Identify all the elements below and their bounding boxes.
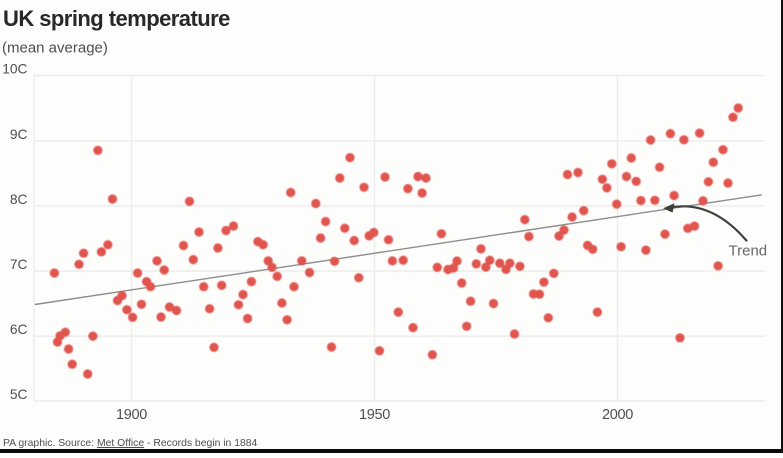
svg-text:UK spring temperature: UK spring temperature <box>3 6 230 31</box>
svg-text:8C: 8C <box>10 192 28 207</box>
svg-text:(mean average): (mean average) <box>2 40 108 57</box>
svg-text:1950: 1950 <box>359 407 390 423</box>
svg-text:9C: 9C <box>10 127 28 142</box>
svg-text:Trend: Trend <box>729 243 768 260</box>
svg-text:2000: 2000 <box>602 407 633 423</box>
svg-text:7C: 7C <box>10 257 28 272</box>
svg-text:6C: 6C <box>10 322 28 337</box>
svg-text:1900: 1900 <box>116 407 147 423</box>
svg-text:PA graphic. Source: Met Office: PA graphic. Source: Met Office - Records… <box>3 438 258 449</box>
svg-text:10C: 10C <box>2 62 27 77</box>
svg-text:5C: 5C <box>10 387 28 402</box>
